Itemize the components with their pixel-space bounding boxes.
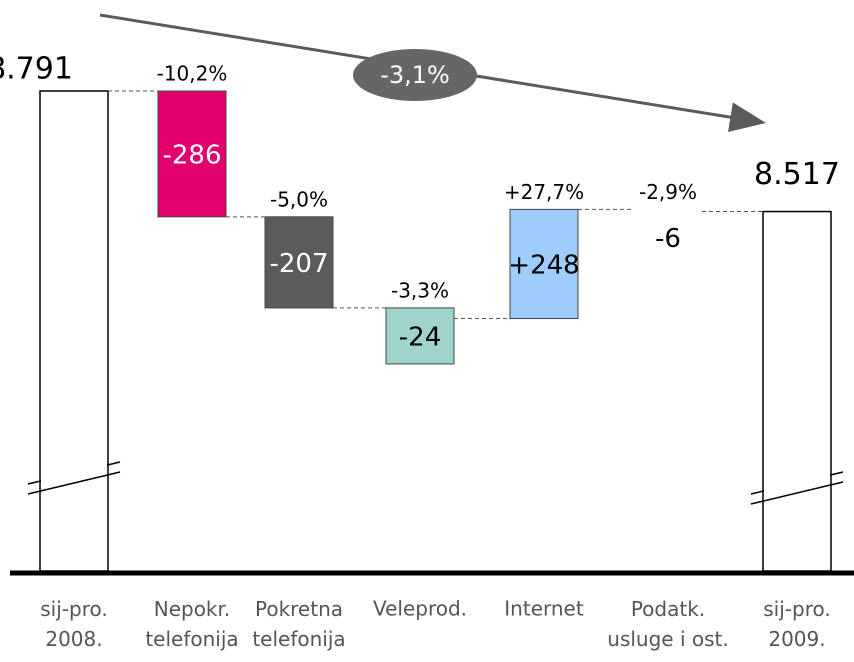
category-label: sij-pro. 2008. xyxy=(40,597,107,651)
delta-bar xyxy=(385,307,455,365)
category-label: Nepokr. telefonija xyxy=(145,597,238,651)
delta-bar xyxy=(157,90,227,218)
total-bar xyxy=(39,90,109,572)
total-change: -3,1% xyxy=(380,61,450,89)
change-pct-label: -2,9% xyxy=(639,180,697,204)
delta-bar xyxy=(264,216,334,309)
total-bar xyxy=(762,210,832,572)
value-label: -6 xyxy=(655,224,681,254)
change-pct-label: -10,2% xyxy=(157,62,228,86)
delta-bar xyxy=(634,209,702,266)
category-label: sij-pro. 2009. xyxy=(763,597,830,651)
value-label: -207 xyxy=(269,249,328,279)
value-label: 8.791 xyxy=(0,52,73,87)
category-label: Veleprod. xyxy=(373,597,467,621)
value-label: 8.517 xyxy=(754,157,840,192)
category-label: Internet xyxy=(504,597,584,621)
category-label: Pokretna telefonija xyxy=(252,597,345,651)
total-badge xyxy=(353,49,477,101)
change-pct-label: +27,7% xyxy=(504,180,584,204)
change-pct-label: -5,0% xyxy=(270,187,328,211)
value-label: -286 xyxy=(162,140,221,170)
change-pct-label: -3,3% xyxy=(391,278,449,302)
category-label: Podatk. usluge i ost. xyxy=(607,597,728,651)
axis-break-gap xyxy=(764,466,830,498)
delta-bar xyxy=(509,208,579,319)
value-label: +248 xyxy=(508,250,579,280)
value-label: -24 xyxy=(399,322,441,352)
axis-break-gap xyxy=(41,456,107,488)
